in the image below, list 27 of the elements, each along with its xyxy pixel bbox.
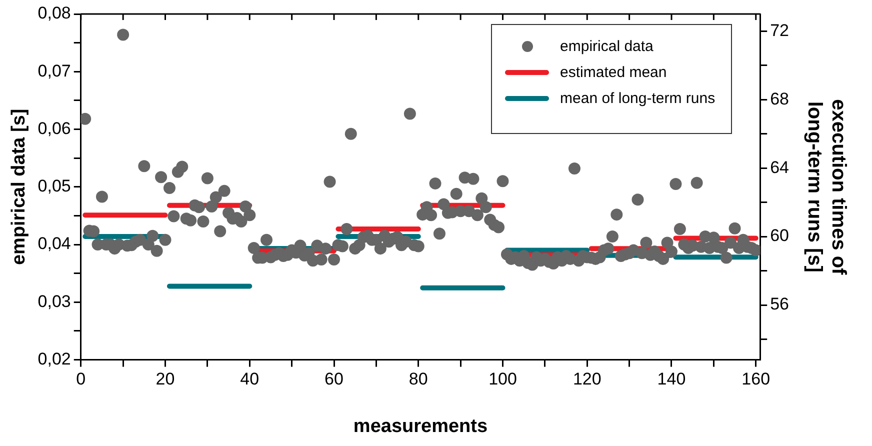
x-tick-label: 40 [240, 370, 260, 389]
legend-label: estimated mean [560, 64, 667, 80]
y2-tick-label: 56 [770, 294, 790, 314]
x-tick-label: 160 [742, 370, 770, 389]
y2-tick-label: 68 [770, 89, 790, 108]
y-tick-label: 0,06 [38, 118, 71, 138]
legend-label: empirical data [560, 38, 654, 54]
x-tick-label: 80 [408, 370, 428, 389]
y2-tick-label: 60 [770, 226, 790, 246]
x-tick-label: 20 [156, 370, 175, 389]
legend-label: mean of long-term runs [560, 90, 716, 106]
y-tick-label: 0,03 [38, 292, 71, 311]
y-tick-label: 0,08 [38, 4, 71, 23]
x-tick-label: 0 [76, 370, 86, 389]
x-tick-label: 120 [572, 370, 602, 389]
y-axis-title: empirical data [s] [8, 108, 30, 266]
y-tick-label: 0,04 [38, 234, 71, 254]
y2-axis-title: execution times of long-term runs [s] [803, 99, 850, 276]
y-tick-label: 0,05 [38, 176, 71, 196]
y2-tick-label: 64 [770, 158, 790, 177]
y-tick-label: 0,02 [38, 349, 71, 368]
x-tick-label: 100 [488, 370, 517, 389]
y2-tick-label: 72 [770, 20, 790, 40]
y-tick-label: 0,07 [38, 61, 71, 80]
x-tick-label: 60 [324, 370, 344, 389]
x-tick-label: 140 [657, 370, 686, 389]
x-axis-title: measurements [353, 416, 488, 437]
